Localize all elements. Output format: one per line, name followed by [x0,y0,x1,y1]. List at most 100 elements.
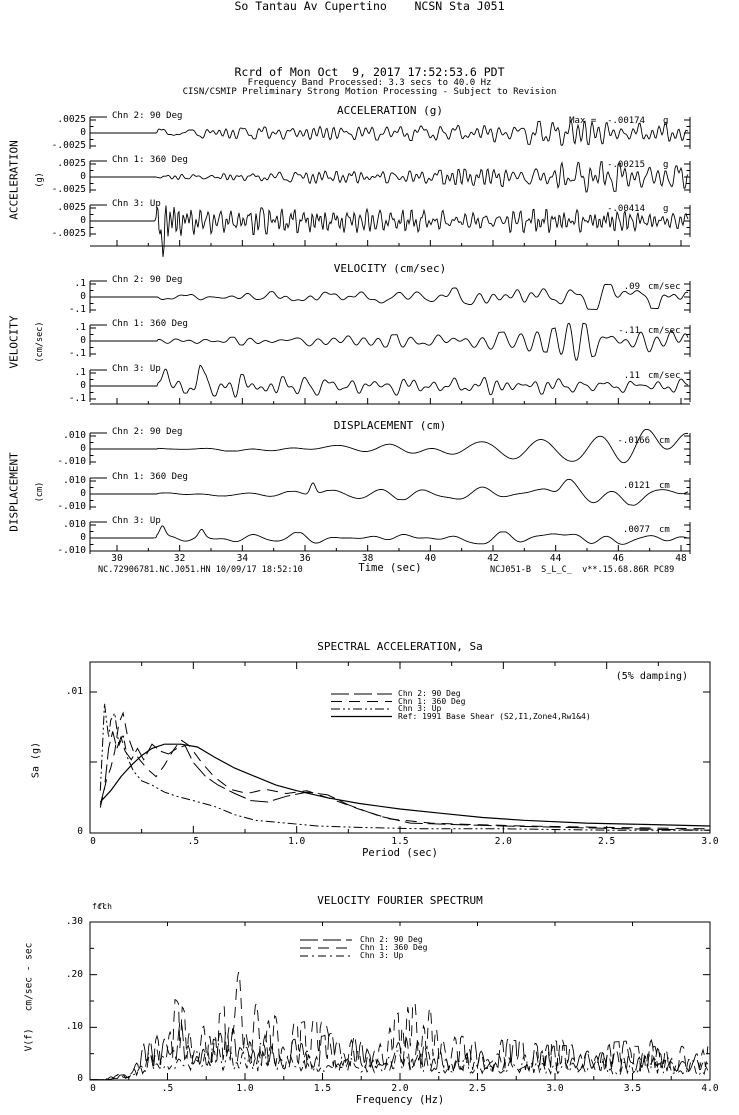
y-tick-label: 0 [80,291,86,302]
max-unit-label: cm [659,525,670,535]
max-unit-label: cm [659,436,670,446]
y-tick-label: 0 [80,127,86,138]
max-value-label: Max = -.00174 [569,116,645,126]
sa-legend-chn1: Chn 1: 360 Deg [398,696,466,706]
y-tick-label: -.0025 [51,140,86,151]
y-tick-label: 0 [80,215,86,226]
y-tick-label: 0 [80,532,86,543]
fourier-legend-chn3: Chn 3: Up [360,951,404,960]
x-tick-label: 32 [173,553,186,564]
y-tick-label: .010 [63,519,86,530]
y-tick-label: -.010 [57,456,86,467]
x-tick-label: 38 [361,553,374,564]
x-tick-label: 30 [111,553,123,564]
max-value-label: .0077 [622,525,650,535]
fourier-legend-chn2: Chn 2: 90 Deg [360,935,423,944]
y-tick-label: .0025 [57,114,86,125]
y-tick-label: 0 [80,380,86,391]
y-tick-label: .01 [65,686,83,697]
channel-label: Chn 1: 360 Deg [112,319,188,329]
frequency-axis-label: Frequency (Hz) [355,1094,445,1106]
y-tick-label: .010 [63,430,86,441]
y-tick-label: -.010 [57,545,86,556]
max-value-label: .0121 [622,481,650,491]
station-title: So Tantau Av Cupertino NCSN Sta J051 [234,0,505,13]
x-tick-label: 48 [675,553,687,564]
channel-label: Chn 2: 90 Deg [112,111,183,121]
x-tick-label: 4.0 [701,1083,719,1094]
y-tick-label: -.1 [68,393,86,404]
channel-label: Chn 1: 360 Deg [112,155,188,165]
x-tick-label: 1.0 [288,836,306,847]
channel-label: Chn 1: 360 Deg [112,472,188,482]
fourier-y-axis-label: V(f) cm/sec - sec [23,942,35,1052]
max-value-label: -.11 [618,326,640,336]
y-tick-label: 0 [80,443,86,454]
fch-marker: fch [97,902,112,911]
channel-label: Chn 2: 90 Deg [112,275,183,285]
x-tick-label: 2.0 [391,1083,409,1094]
x-tick-label: .5 [161,1083,174,1094]
processing-notice: CISN/CSMIP Preliminary Strong Motion Pro… [182,87,557,97]
channel-label: Chn 3: Up [112,516,161,526]
x-tick-label: 34 [236,553,249,564]
max-unit-label: cm/sec [648,326,681,336]
spectral-acceleration-title: SPECTRAL ACCELERATION, Sa [317,640,483,653]
sa-legend-chn3: Chn 3: Up [398,704,442,713]
damping-note: (5% damping) [615,671,688,682]
max-unit-label: g [663,116,669,126]
channel-label: Chn 3: Up [112,199,161,209]
y-tick-label: .010 [63,475,86,486]
record-id-footer: NC.72906781.NC.J051.HN 10/09/17 18:52:10 [98,565,303,575]
y-tick-label: .1 [74,367,86,378]
max-value-label: .11 [623,371,640,381]
corner-frequency-markers: fclfch [92,902,112,912]
x-tick-label: 3.0 [546,1083,564,1094]
y-tick-label: .10 [65,1021,83,1032]
sa-y-axis-label: Sa (g) [30,741,42,779]
max-unit-label: g [663,160,669,170]
displacement-panel-title: DISPLACEMENT (cm) [333,419,447,432]
x-tick-label: 0 [90,836,96,847]
y-tick-label: -.010 [57,501,86,512]
x-tick-label: 1.5 [391,836,409,847]
y-tick-label: .0025 [57,158,86,169]
x-tick-label: 2.5 [598,836,616,847]
x-tick-label: 2.0 [494,836,512,847]
y-tick-label: 0 [77,1073,83,1084]
y-tick-label: -.0025 [51,228,86,239]
x-tick-label: 3.5 [623,1083,642,1094]
time-axis-label: Time (sec) [358,562,422,574]
y-tick-label: .1 [74,322,86,333]
y-tick-label: .0025 [57,202,86,213]
x-tick-label: 40 [424,553,437,564]
y-tick-label: 0 [80,335,86,346]
fcl-marker: fcl [92,902,107,911]
sa-legend-chn2: Chn 2: 90 Deg [398,689,461,698]
max-value-label: -.00215 [607,160,645,170]
sa-legend-ref: Ref: 1991 Base Shear (S2,I1,Zone4,Rw1&4) [398,711,591,721]
max-value-label: -.00414 [607,204,645,214]
y-tick-label: 0 [80,171,86,182]
frequency-band-line: Frequency Band Processed: 3.3 secs to 40… [247,78,492,88]
x-tick-label: 46 [612,553,625,564]
channel-label: Chn 3: Up [112,364,161,374]
x-tick-label: 42 [487,553,499,564]
x-tick-label: .5 [187,836,200,847]
y-tick-label: .20 [65,969,83,980]
max-value-label: .09 [623,282,640,292]
x-tick-label: 1.5 [313,1083,332,1094]
max-unit-label: g [663,204,669,214]
x-tick-label: 1.0 [236,1083,254,1094]
record-timestamp: Rcrd of Mon Oct 9, 2017 17:52:53.6 PDT [234,65,505,79]
x-tick-label: 2.5 [468,1083,487,1094]
period-axis-label: Period (sec) [362,847,438,859]
max-value-label: -.0166 [617,436,650,446]
max-unit-label: cm [659,481,670,491]
fourier-legend-chn1: Chn 1: 360 Deg [360,943,428,952]
channel-label: Chn 2: 90 Deg [112,427,183,437]
x-tick-label: 36 [299,553,311,564]
x-tick-label: 3.0 [701,836,719,847]
